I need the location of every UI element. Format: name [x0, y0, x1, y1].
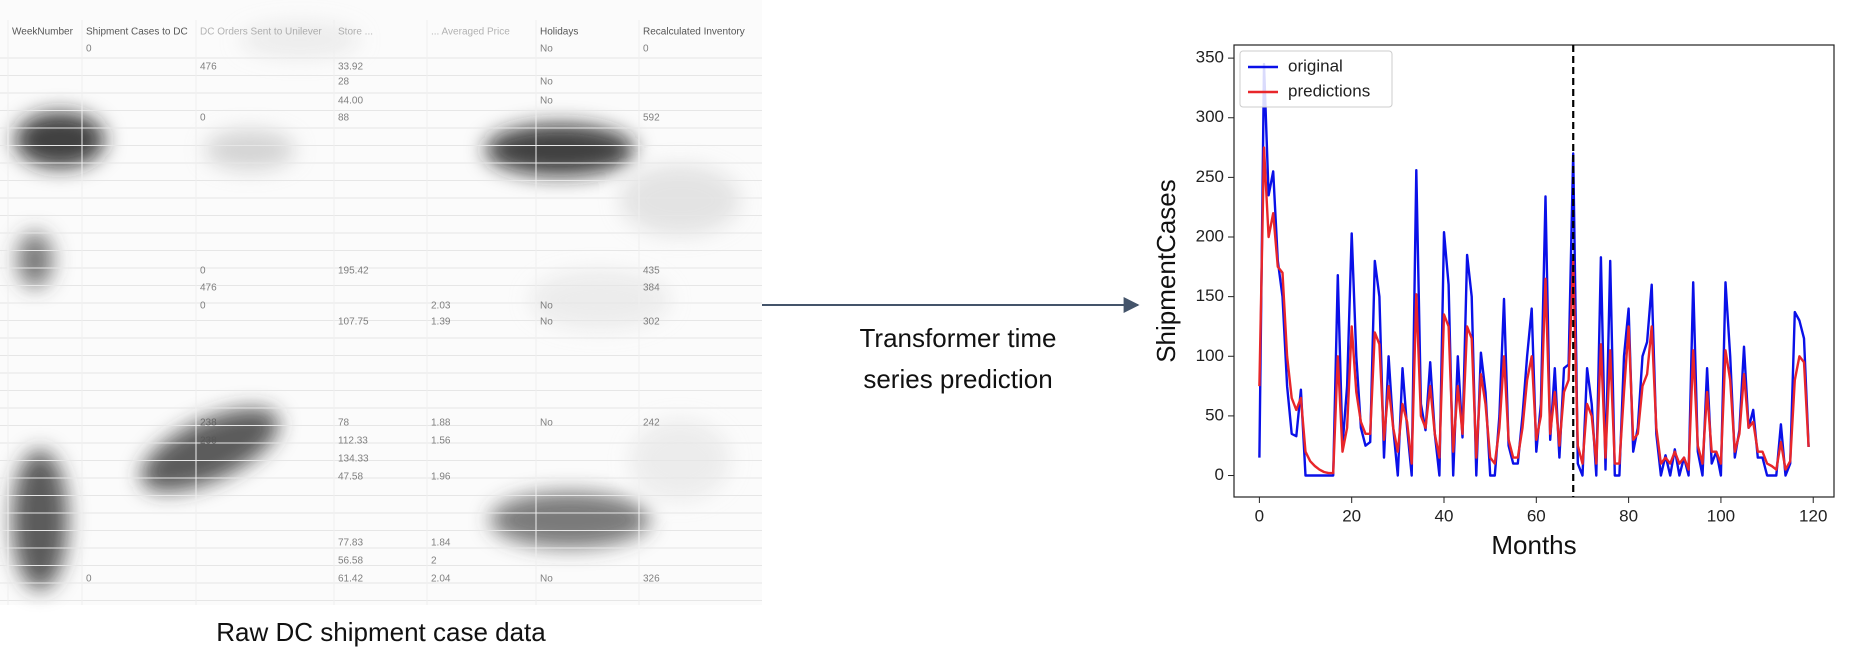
legend-label: predictions [1288, 81, 1370, 100]
table-cell: No [540, 317, 553, 328]
table-cell: 302 [643, 317, 660, 328]
x-tick-label: 80 [1619, 506, 1638, 525]
y-tick-label: 250 [1196, 167, 1224, 186]
caption: Raw DC shipment case data [216, 617, 546, 647]
table-cell: 56.58 [338, 556, 363, 567]
table-header: Holidays [540, 27, 578, 38]
table-cell: 107.75 [338, 317, 369, 328]
x-axis-label: Months [1491, 530, 1576, 560]
table-cell: No [540, 96, 553, 107]
table-header: ... Averaged Price [431, 27, 510, 38]
table-cell: 88 [338, 113, 350, 124]
table-cell: 0 [86, 574, 92, 585]
arrow-label: Transformer time [860, 323, 1057, 353]
y-axis-label: ShipmentCases [1151, 179, 1181, 363]
table-cell: No [540, 77, 553, 88]
table-cell: No [540, 44, 553, 55]
table-cell: 0 [643, 44, 649, 55]
table-cell: 242 [643, 418, 660, 429]
table-cell: 1.39 [431, 317, 451, 328]
table-header: Shipment Cases to DC [86, 27, 188, 38]
y-tick-label: 50 [1205, 405, 1224, 424]
plot-area [1233, 44, 1835, 498]
table-cell: 384 [643, 283, 660, 294]
table-cell: No [540, 574, 553, 585]
y-tick-label: 150 [1196, 286, 1224, 305]
table-cell: 0 [200, 266, 206, 277]
legend-label: original [1288, 56, 1343, 75]
table-cell: 2.04 [431, 574, 451, 585]
table-cell: 61.42 [338, 574, 363, 585]
table-cell: 2.03 [431, 301, 451, 312]
y-tick-label: 200 [1196, 226, 1224, 245]
y-tick-label: 100 [1196, 346, 1224, 365]
table-cell: 195.42 [338, 266, 369, 277]
x-tick-label: 100 [1707, 506, 1735, 525]
table-cell: No [540, 301, 553, 312]
table-cell: 1.56 [431, 436, 451, 447]
table-cell: 238 [200, 436, 217, 447]
table-cell: 134.33 [338, 454, 369, 465]
x-tick-label: 40 [1435, 506, 1454, 525]
x-tick-label: 0 [1255, 506, 1264, 525]
table-cell: 33.92 [338, 62, 363, 73]
table-cell: 1.96 [431, 472, 451, 483]
table-cell: 435 [643, 266, 660, 277]
y-tick-label: 0 [1215, 465, 1224, 484]
x-tick-label: 120 [1799, 506, 1827, 525]
table-cell: 0 [200, 113, 206, 124]
x-tick-label: 20 [1342, 506, 1361, 525]
line-series [1258, 146, 1810, 475]
table-cell: 112.33 [338, 436, 368, 447]
arrow-label: series prediction [863, 364, 1052, 394]
table-cell: 2 [431, 556, 437, 567]
raw-data-image: WeekNumber Shipment Cases to DC DC Orders … [0, 0, 762, 605]
table-cell: 0 [200, 301, 206, 312]
table-cell: 476 [200, 283, 217, 294]
table-cell: 592 [643, 113, 660, 124]
table-cell: 238 [200, 418, 217, 429]
table-cell: 1.88 [431, 418, 451, 429]
table-header: Recalculated Inventory [643, 27, 745, 38]
y-tick-label: 350 [1196, 48, 1224, 67]
table-cell: 78 [338, 418, 350, 429]
table-cell: 476 [200, 62, 217, 73]
table-header: Store ... [338, 27, 373, 38]
table-cell: 1.84 [431, 538, 451, 549]
table-cell: 77.83 [338, 538, 363, 549]
table-cell: 0 [86, 44, 92, 55]
table-cell: 326 [643, 574, 660, 585]
table-header: DC Orders Sent to Unilever [200, 27, 322, 38]
table-cell: 28 [338, 77, 350, 88]
table-header: WeekNumber [12, 27, 74, 38]
y-tick-label: 300 [1196, 107, 1224, 126]
table-cell: No [540, 418, 553, 429]
table-cell: 44.00 [338, 96, 363, 107]
table-cell: 47.58 [338, 472, 363, 483]
x-tick-label: 60 [1527, 506, 1546, 525]
